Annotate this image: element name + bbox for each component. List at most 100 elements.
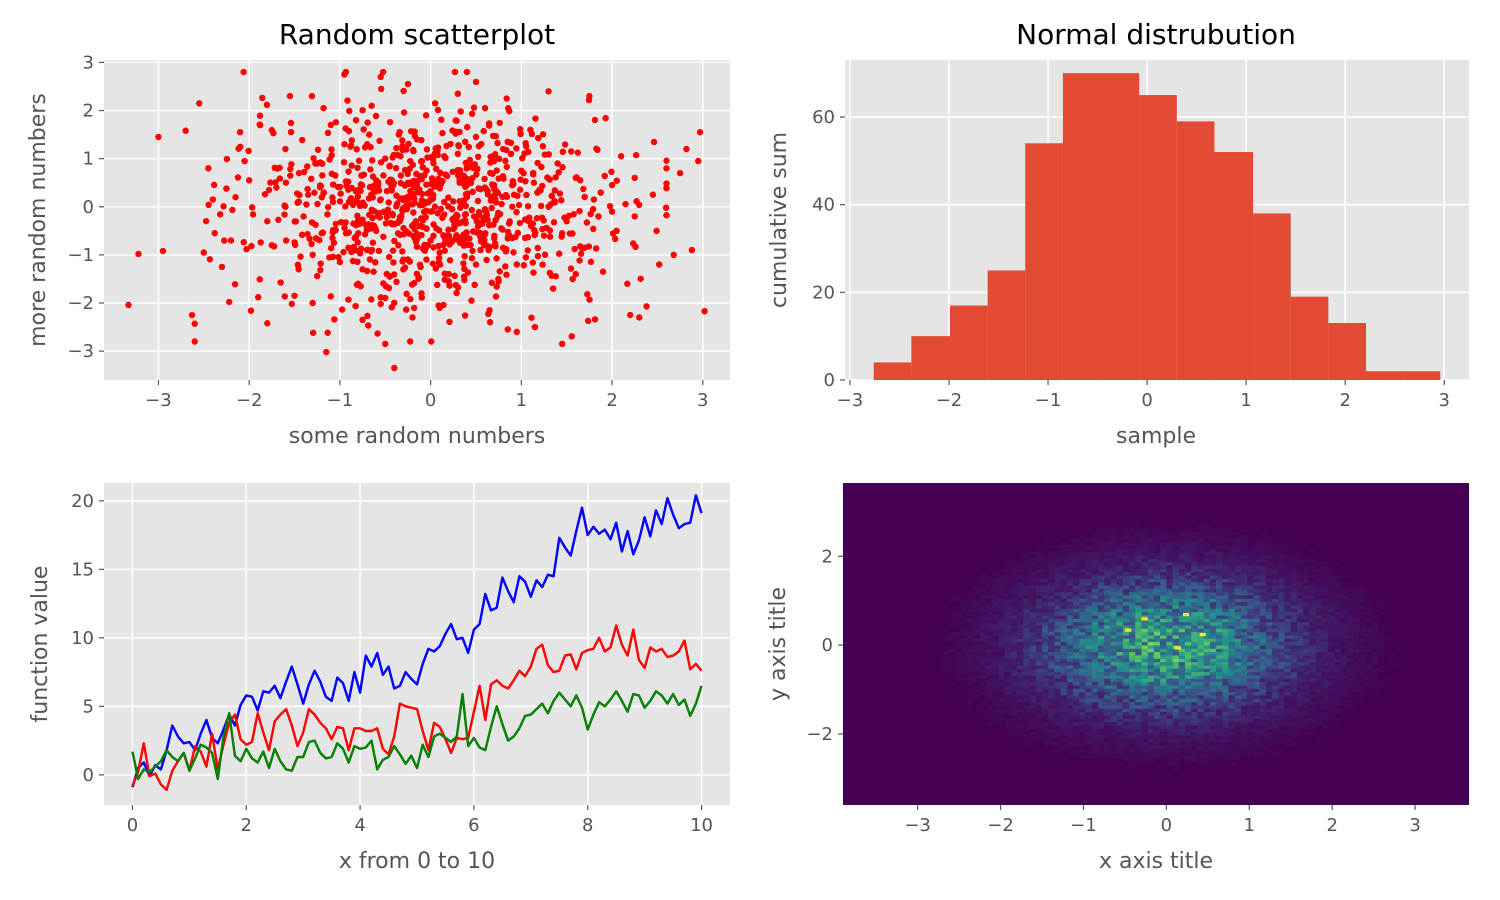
heatmap-cell (1309, 685, 1316, 689)
heatmap-cell (1228, 751, 1236, 756)
heatmap-cell (1110, 728, 1117, 733)
heatmap-cell (1203, 528, 1211, 533)
heatmap-cell (954, 665, 962, 669)
heatmap-cell (1004, 701, 1012, 706)
heatmap-cell (1228, 731, 1236, 736)
heatmap-cell (998, 671, 1006, 676)
heatmap-cell (1272, 621, 1279, 626)
heatmap-cell (1222, 635, 1229, 639)
heatmap-cell (1334, 655, 1341, 659)
heatmap-cell (979, 668, 987, 673)
heatmap-cell (1216, 561, 1223, 566)
heatmap-cell (1017, 588, 1024, 593)
heatmap-cell (1129, 691, 1136, 696)
heatmap-cell (1129, 748, 1136, 753)
heatmap-cell (1023, 615, 1030, 619)
heatmap-cell (1066, 561, 1074, 566)
heatmap-cell (1104, 538, 1111, 543)
scatter-point (441, 247, 448, 254)
heatmap-cell (1085, 675, 1093, 679)
heatmap-cell (1216, 595, 1223, 599)
heatmap-cell (1222, 735, 1229, 739)
scatter-point (492, 199, 500, 206)
scatter-point (516, 186, 524, 193)
heatmap-cell (1303, 721, 1310, 726)
scatter-point (232, 193, 239, 201)
scatter-point (656, 261, 663, 268)
heatmap-cell (1191, 585, 1198, 589)
heatmap-cell (1010, 698, 1018, 703)
heatmap-cell (1359, 685, 1366, 689)
heatmap-cell (1247, 628, 1254, 633)
x-tick-label: −3 (145, 390, 172, 411)
heatmap-cell (1191, 651, 1198, 656)
heatmap-cell (1185, 718, 1192, 723)
heatmap-cell (1147, 655, 1155, 659)
heatmap-cell (1098, 751, 1105, 756)
heatmap-cell (1153, 738, 1161, 743)
heatmap-cell (1228, 701, 1236, 706)
heatmap-cell (1178, 735, 1186, 739)
heatmap-cell (1104, 725, 1111, 729)
heatmap-cell (1328, 581, 1335, 586)
scatter-point (460, 273, 468, 280)
heatmap-cell (1278, 628, 1285, 633)
heatmap-cell (1160, 725, 1167, 729)
heatmap-cell (1079, 625, 1086, 629)
heatmap-cell (1197, 758, 1205, 763)
heatmap-cell (1309, 711, 1316, 716)
heatmap-cell (1247, 595, 1254, 599)
heatmap-cell (1122, 751, 1130, 756)
heatmap-cell (1054, 608, 1061, 613)
heatmap-cell (998, 675, 1006, 679)
heatmap-cell (1259, 541, 1267, 546)
heatmap-cell (1297, 681, 1304, 686)
scatter-point (525, 148, 532, 156)
heatmap-cell (1216, 741, 1223, 746)
heatmap-cell (1321, 711, 1329, 716)
heatmap-cell (1178, 688, 1186, 693)
scatter-point (585, 96, 593, 104)
scatter-point (312, 235, 320, 242)
heatmap-cell (1247, 615, 1254, 619)
heatmap-cell (1122, 618, 1130, 623)
heatmap-cell (1203, 541, 1211, 546)
heatmap-cell (979, 708, 987, 713)
scatter-point (489, 153, 497, 160)
heatmap-cell (1346, 678, 1354, 683)
heatmap-cell (1029, 721, 1037, 726)
heatmap-cell (1160, 628, 1167, 633)
heatmap-cell (1284, 725, 1292, 729)
heatmap-cell (1135, 565, 1142, 569)
heatmap-cell (1321, 661, 1329, 666)
heatmap-cell (1141, 538, 1149, 543)
heatmap-cell (1054, 748, 1061, 753)
heatmap-cell (1122, 541, 1130, 546)
heatmap-cell (1309, 548, 1316, 553)
heatmap-cell (1247, 621, 1254, 626)
scatter-point (356, 250, 364, 257)
heatmap-cell (1166, 625, 1173, 629)
heatmap-cell (1054, 671, 1061, 676)
heatmap-cell (1178, 555, 1186, 559)
heatmap-cell (1278, 748, 1285, 753)
heatmap-cell (1178, 551, 1186, 556)
heatmap-cell (1042, 645, 1049, 649)
heatmap-cell (1122, 638, 1130, 643)
heatmap-cell (1073, 651, 1080, 656)
heatmap-cell (1203, 571, 1211, 576)
heatmap-cell (1029, 731, 1037, 736)
scatter-point (635, 201, 643, 209)
heatmap-cell (1098, 581, 1105, 586)
heatmap-cell (1129, 671, 1136, 676)
scatter-point (506, 107, 513, 115)
heatmap-cell (1197, 641, 1205, 646)
heatmap-cell (1216, 605, 1223, 609)
heatmap-cell (1185, 658, 1192, 663)
heatmap-cell (1110, 715, 1117, 719)
heatmap-cell (1272, 691, 1279, 696)
heatmap-cell (1048, 591, 1055, 596)
heatmap-cell (1203, 618, 1211, 623)
heatmap-cell (1216, 528, 1223, 533)
scatter-point (663, 157, 670, 164)
